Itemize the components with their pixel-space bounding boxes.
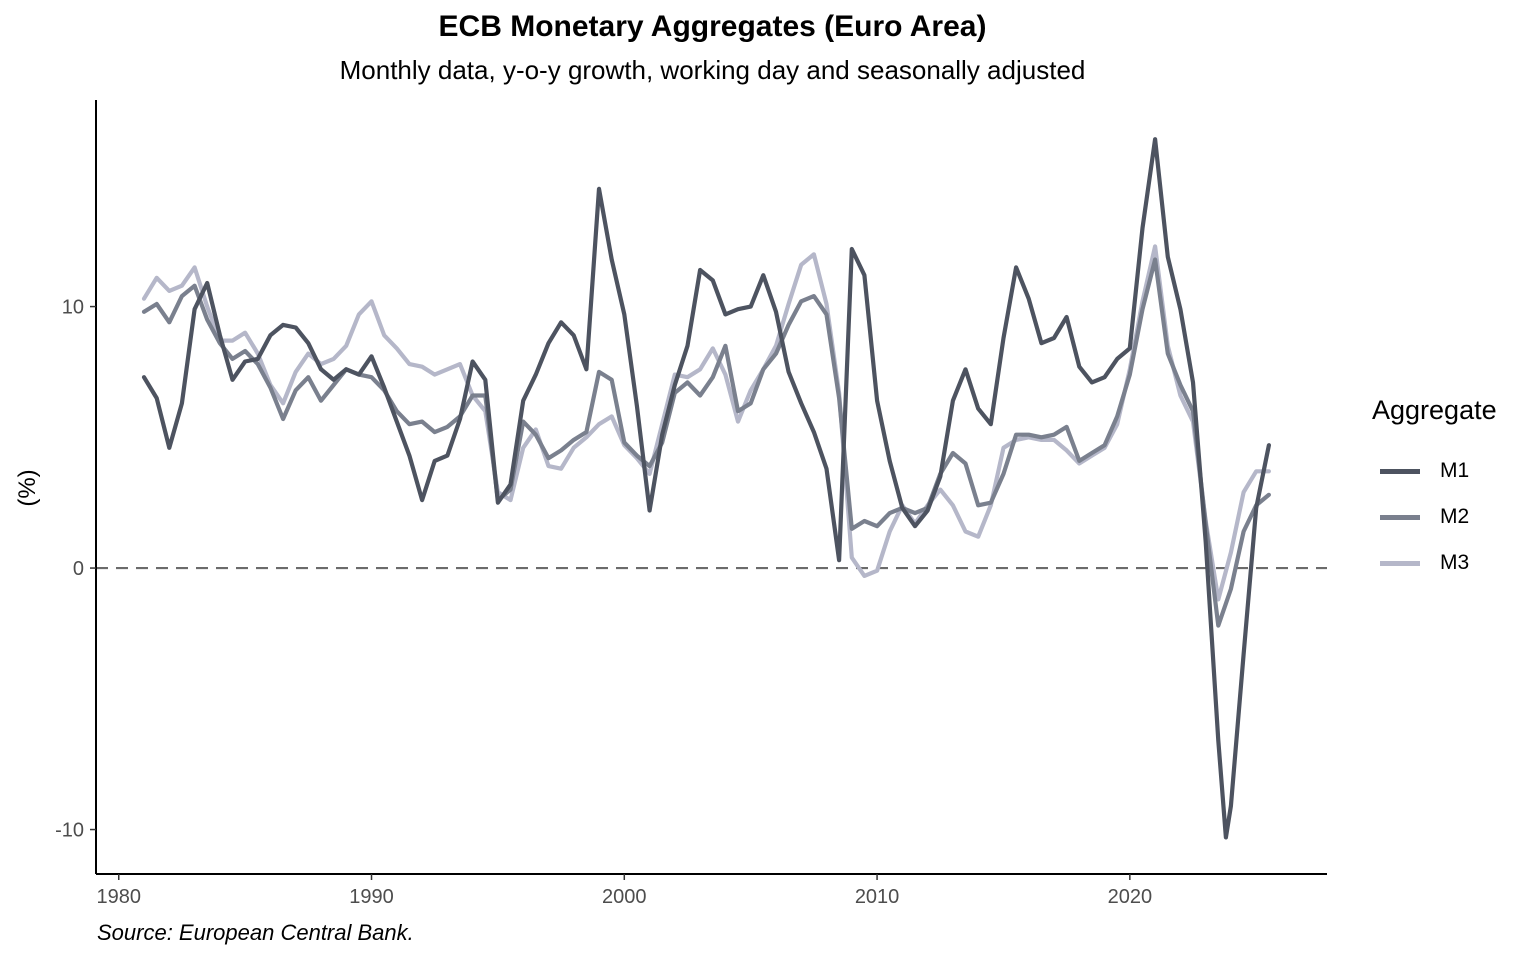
legend-label-m2: M2 [1440, 505, 1470, 528]
legend-item-m3: M3 [1372, 540, 1497, 586]
series-layer [141, 137, 1271, 840]
legend-label-m1: M1 [1440, 459, 1470, 482]
source-caption: Source: European Central Bank. [97, 920, 414, 945]
series-line-m2 [141, 257, 1271, 628]
chart-title: ECB Monetary Aggregates (Euro Area) [438, 10, 987, 43]
x-tick-label: 2010 [855, 886, 900, 908]
y-tick-label: 10 [62, 297, 84, 319]
legend-item-m1: M1 [1372, 448, 1497, 494]
x-tick-label: 2000 [602, 886, 647, 908]
legend-swatch-m2 [1380, 514, 1420, 520]
y-tick-label: -10 [55, 820, 84, 842]
axes: -10 0 10 1980 1990 2000 2010 2020 [55, 100, 1327, 908]
legend: Aggregate M1 M2 M3 [1372, 395, 1497, 586]
legend-item-m2: M2 [1372, 494, 1497, 540]
x-tick-label: 1990 [349, 886, 394, 908]
legend-swatch-m1 [1380, 468, 1420, 474]
series-line-m1 [141, 137, 1271, 840]
legend-title: Aggregate [1372, 395, 1497, 425]
chart-subtitle: Monthly data, y-o-y growth, working day … [339, 55, 1086, 85]
x-tick-label: 1980 [96, 886, 141, 908]
y-tick-label: 0 [73, 558, 84, 580]
legend-swatch-m3 [1380, 560, 1420, 566]
legend-label-m3: M3 [1440, 551, 1470, 574]
x-tick-label: 2020 [1108, 886, 1153, 908]
series-line-m3 [141, 244, 1271, 602]
